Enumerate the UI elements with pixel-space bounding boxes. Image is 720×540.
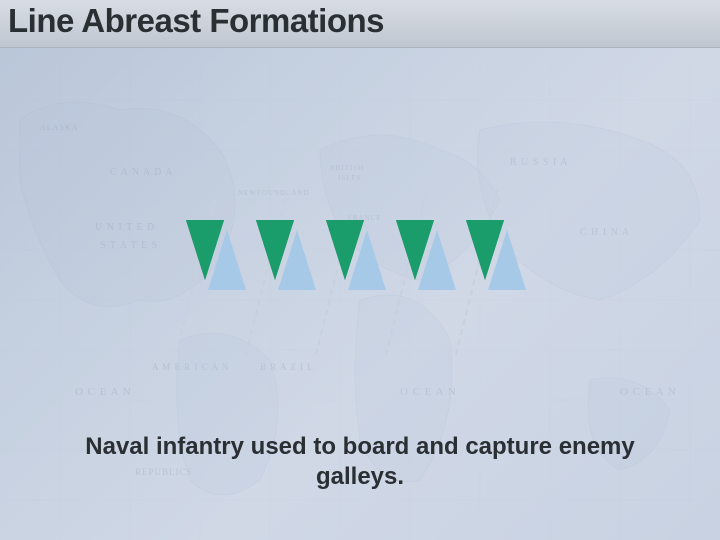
blue-unit-icon [278, 230, 316, 290]
slide-title: Line Abreast Formations [8, 2, 384, 40]
blue-unit-icon [418, 230, 456, 290]
blue-unit-icon [488, 230, 526, 290]
svg-text:ALASKA: ALASKA [40, 123, 78, 132]
formation-diagram [0, 160, 720, 400]
blue-unit-icon [208, 230, 246, 290]
slide: ALASKAC A N A D AU N I T E DS T A T E SN… [0, 0, 720, 540]
slide-caption: Naval infantry used to board and capture… [0, 432, 720, 492]
blue-unit-icon [348, 230, 386, 290]
